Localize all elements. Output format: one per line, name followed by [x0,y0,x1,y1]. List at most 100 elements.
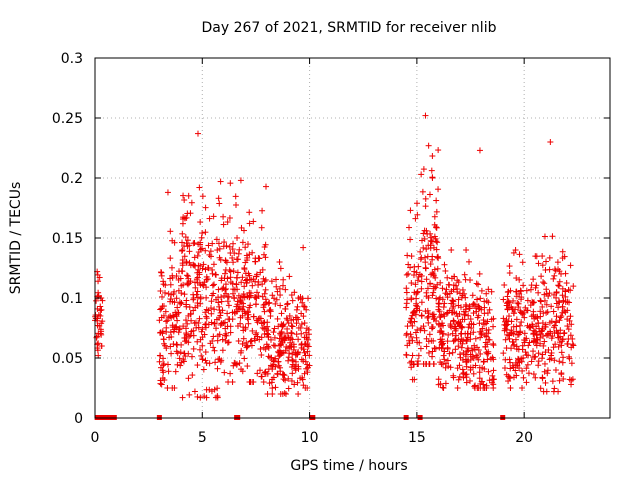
data-point [527,286,534,293]
data-point [270,342,277,349]
data-point [206,251,213,258]
data-point [532,328,539,335]
data-point [172,309,179,316]
data-point [403,304,410,311]
data-point [485,326,492,333]
data-point [280,371,287,378]
data-point [232,193,239,200]
data-point [485,299,492,306]
data-point [271,334,278,341]
data-point [275,323,282,330]
data-point [540,310,547,317]
data-point [467,356,474,363]
data-point-low [426,361,433,367]
data-point [405,270,412,277]
data-point [227,329,234,336]
data-point [435,376,442,383]
data-point [425,142,432,149]
data-point [481,358,488,365]
data-point [221,319,228,326]
data-point [561,307,568,314]
data-point [513,372,520,379]
data-point [203,294,210,301]
data-point [160,312,167,319]
data-point [404,342,411,349]
data-point [558,370,565,377]
data-point [191,320,198,327]
data-point [207,340,214,347]
data-point [210,290,217,297]
data-point [444,309,451,316]
data-point [475,312,482,319]
data-point [240,324,247,331]
data-point [412,215,419,222]
data-point [254,370,261,377]
data-point [211,306,218,313]
data-point [304,340,311,347]
data-point [559,285,566,292]
data-point [168,291,175,298]
data-point [259,324,266,331]
data-point [256,367,263,374]
data-point [199,230,206,237]
data-point [269,292,276,299]
data-point [258,373,265,380]
data-point [206,386,213,393]
data-point [431,233,438,240]
data-point [263,183,270,190]
data-point [282,377,289,384]
data-point [486,306,493,313]
data-point [539,327,546,334]
data-point [416,307,423,314]
data-point [556,377,563,384]
data-point [224,275,231,282]
data-point [462,308,469,315]
data-point [550,324,557,331]
data-point [203,273,210,280]
data-point [161,340,168,347]
data-point [513,275,520,282]
data-point [423,227,430,234]
data-point [450,338,457,345]
data-point [184,237,191,244]
data-point [208,298,215,305]
data-point [557,314,564,321]
data-point [414,361,421,367]
data-point [483,290,490,297]
data-point [528,313,535,320]
data-point [222,270,229,277]
data-point-peak [476,147,483,154]
data-point [485,336,492,343]
data-point [535,289,542,296]
data-point [259,281,266,288]
data-point [512,361,519,368]
data-point [206,215,213,222]
data-point [185,350,192,357]
data-point [429,174,436,181]
data-point [414,211,421,218]
data-point [299,374,306,381]
x-tick-label: 5 [198,430,207,446]
data-point [500,296,507,303]
data-point [259,293,266,300]
data-point [181,335,188,342]
data-point [430,316,437,323]
data-point [560,330,567,337]
data-point [429,325,436,332]
data-point [505,318,512,325]
data-point [445,281,452,288]
data-point [467,364,474,371]
data-point [179,239,186,246]
data-point [271,325,278,332]
data-point [455,343,462,350]
data-point [419,188,426,195]
data-point [433,197,440,204]
data-point [241,266,248,273]
data-point [521,314,528,321]
data-point [241,283,248,290]
data-point [202,247,209,254]
data-point [197,219,204,226]
data-point [237,298,244,305]
data-point [219,336,226,343]
data-point [465,312,472,319]
